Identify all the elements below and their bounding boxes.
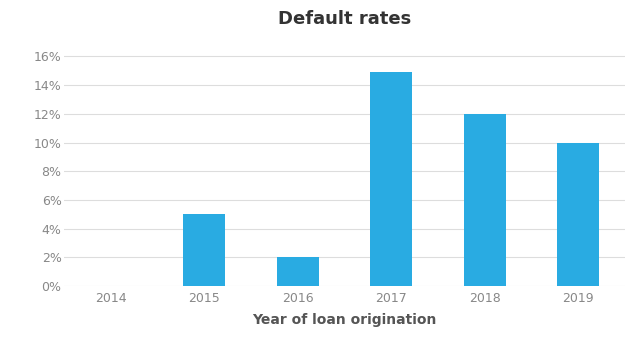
- Bar: [277, 258, 319, 286]
- Title: Default rates: Default rates: [278, 10, 411, 28]
- Bar: [557, 143, 599, 286]
- Bar: [370, 72, 412, 286]
- Bar: [464, 114, 506, 286]
- Bar: [184, 214, 225, 286]
- X-axis label: Year of loan origination: Year of loan origination: [252, 313, 437, 327]
